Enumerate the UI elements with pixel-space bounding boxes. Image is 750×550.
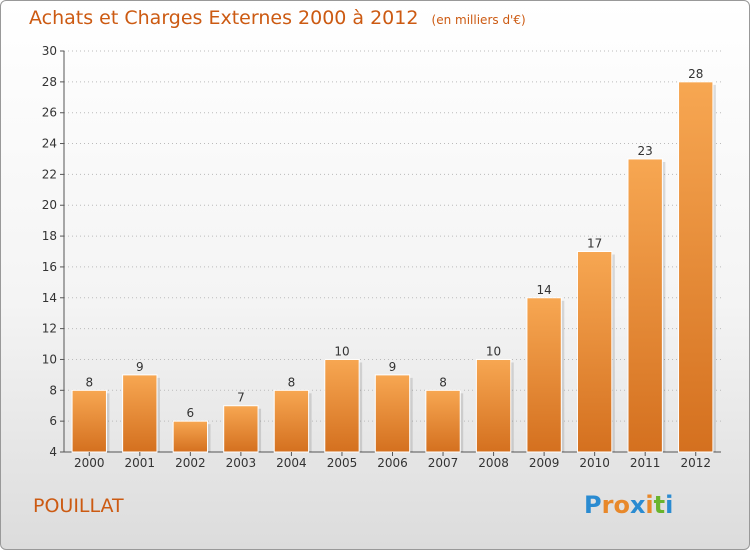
bar-value-label: 28: [688, 67, 703, 81]
y-tick-label: 22: [42, 167, 57, 181]
bar: [223, 405, 259, 453]
bar-value-label: 10: [334, 344, 349, 358]
bar: [374, 374, 411, 453]
x-tick-label: 2009: [529, 456, 560, 470]
bar-value-label: 17: [587, 237, 602, 251]
bar: [475, 358, 512, 453]
y-tick-label: 10: [42, 352, 57, 366]
bar-value-label: 8: [439, 375, 447, 389]
y-tick-label: 28: [42, 75, 57, 89]
y-tick-label: 14: [42, 291, 57, 305]
bar: [273, 389, 310, 453]
bar-value-label: 9: [389, 360, 397, 374]
bar: [526, 297, 562, 453]
logo-letter: o: [613, 491, 630, 519]
bar-value-label: 10: [486, 344, 501, 358]
x-tick-label: 2006: [377, 456, 408, 470]
bar-value-label: 8: [85, 375, 93, 389]
bar-value-label: 8: [288, 375, 296, 389]
bar-value-label: 9: [136, 360, 144, 374]
commune-name: POUILLAT: [33, 495, 124, 517]
chart-title: Achats et Charges Externes 2000 à 2012 (…: [29, 7, 526, 29]
proxiti-logo: Proxiti: [584, 491, 673, 519]
bar: [576, 251, 613, 453]
bar: [678, 81, 714, 453]
chart-unit-note: (en milliers d'€): [431, 13, 526, 27]
logo-letter: x: [629, 491, 646, 519]
y-tick-label: 30: [42, 44, 57, 58]
x-tick-label: 2008: [478, 456, 509, 470]
logo-letter: i: [665, 491, 674, 519]
x-tick-label: 2007: [428, 456, 459, 470]
y-tick-label: 8: [49, 383, 57, 397]
y-tick-label: 18: [42, 229, 57, 243]
bar: [122, 374, 158, 453]
x-tick-label: 2003: [226, 456, 257, 470]
x-tick-label: 2012: [680, 456, 711, 470]
x-tick-label: 2000: [74, 456, 105, 470]
bar: [71, 389, 107, 453]
y-tick-label: 20: [42, 198, 57, 212]
y-tick-label: 24: [42, 137, 57, 151]
y-tick-label: 12: [42, 322, 57, 336]
x-tick-label: 2005: [327, 456, 358, 470]
bar-value-label: 14: [536, 283, 551, 297]
y-tick-label: 6: [49, 414, 57, 428]
x-tick-label: 2010: [579, 456, 610, 470]
bar-value-label: 23: [638, 144, 653, 158]
y-tick-label: 16: [42, 260, 57, 274]
logo-letter: r: [601, 491, 614, 519]
x-tick-label: 2001: [125, 456, 156, 470]
bar: [425, 389, 461, 453]
x-tick-label: 2004: [276, 456, 307, 470]
x-tick-label: 2011: [630, 456, 661, 470]
bar: [627, 158, 663, 453]
bar: [324, 358, 360, 453]
y-tick-label: 4: [49, 445, 57, 459]
chart-title-text: Achats et Charges Externes 2000 à 2012: [29, 7, 419, 29]
y-tick-label: 26: [42, 106, 57, 120]
bar-value-label: 6: [187, 406, 195, 420]
logo-letter: t: [653, 491, 666, 519]
logo-letter: P: [584, 491, 602, 519]
bar-value-label: 7: [237, 391, 245, 405]
x-tick-label: 2002: [175, 456, 206, 470]
bar: [172, 420, 209, 453]
logo-letter: i: [645, 491, 654, 519]
